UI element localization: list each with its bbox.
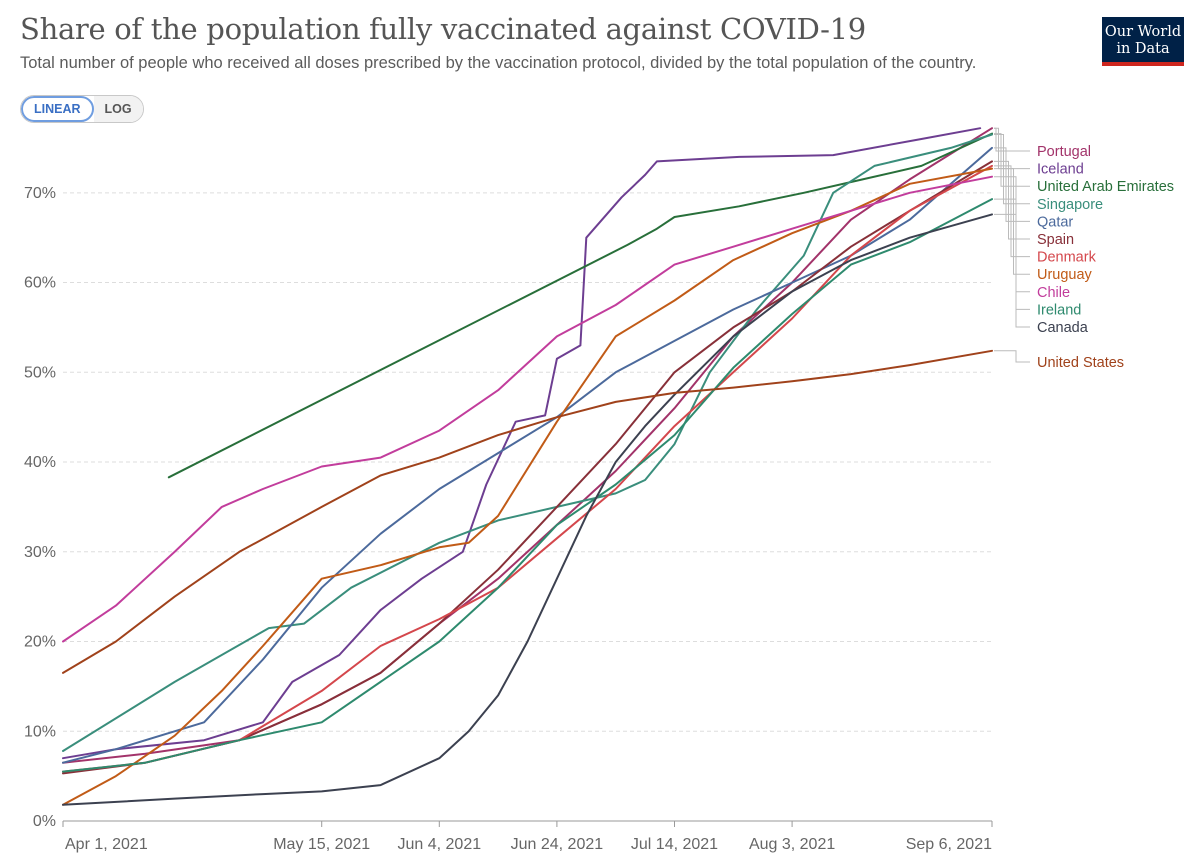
legend-item-canada[interactable]: Canada (994, 213, 1089, 336)
legend-connector (994, 350, 1030, 363)
gridlines (63, 192, 992, 822)
series-line-ireland[interactable] (62, 198, 993, 773)
y-tick-label: 60% (24, 275, 56, 292)
logo-line-2: in Data (1116, 41, 1170, 57)
series-line-chile[interactable] (62, 175, 993, 643)
legend-label: Spain (1037, 232, 1074, 248)
log-scale-button[interactable]: LOG (93, 96, 143, 122)
y-tick-label: 70% (24, 185, 56, 202)
series-line-canada[interactable] (62, 213, 993, 806)
series-line-qatar[interactable] (62, 146, 993, 764)
legend-label: Chile (1037, 285, 1070, 301)
series-lines (62, 127, 993, 806)
series-line-united-states[interactable] (62, 349, 993, 674)
legend-label: Ireland (1037, 302, 1081, 318)
series-line-singapore[interactable] (62, 133, 993, 752)
linear-scale-button[interactable]: LINEAR (21, 96, 94, 122)
legend-label: United States (1037, 355, 1124, 371)
x-tick-label: Apr 1, 2021 (65, 836, 148, 853)
series-line-iceland[interactable] (62, 127, 982, 760)
y-tick-label: 30% (24, 544, 56, 561)
x-tick-label: Aug 3, 2021 (749, 836, 835, 853)
legend-item-qatar[interactable]: Qatar (994, 147, 1073, 231)
legend-label: Qatar (1037, 214, 1073, 230)
legend-label: Singapore (1037, 197, 1103, 213)
legend-connector (994, 198, 1030, 310)
series-line-uruguay[interactable] (62, 167, 993, 806)
chart-title: Share of the population fully vaccinated… (20, 12, 866, 46)
series-line-denmark[interactable] (62, 164, 993, 773)
legend-label: Denmark (1037, 250, 1097, 266)
legend-connector (994, 133, 1030, 187)
x-axis-ticks: Apr 1, 2021 May 15, 2021 Jun 4, 2021 Jun 24… (62, 821, 993, 853)
series-line-united-arab-emirates[interactable] (167, 132, 993, 479)
y-tick-label: 20% (24, 634, 56, 651)
legend-connector (994, 134, 1030, 205)
legend-label: Iceland (1037, 162, 1084, 178)
legend-label: Uruguay (1037, 267, 1093, 283)
y-tick-label: 0% (33, 813, 56, 830)
y-tick-label: 40% (24, 454, 56, 471)
legend-connector (994, 147, 1030, 222)
legend-label: Portugal (1037, 144, 1091, 160)
legend-item-united-arab-emirates[interactable]: United Arab Emirates (994, 133, 1174, 196)
legend-label: United Arab Emirates (1037, 179, 1174, 195)
legend-connector (994, 160, 1030, 240)
series-line-portugal[interactable] (62, 127, 993, 764)
x-tick-label: May 15, 2021 (273, 836, 370, 853)
legend-item-uruguay[interactable]: Uruguay (994, 168, 1093, 284)
legend-label: Canada (1037, 320, 1089, 336)
legend-item-portugal[interactable]: Portugal (994, 127, 1091, 160)
legend-item-denmark[interactable]: Denmark (994, 165, 1097, 266)
y-tick-label: 10% (24, 723, 56, 740)
scale-toggle: LINEAR LOG (20, 95, 144, 123)
x-tick-label: Jun 24, 2021 (511, 836, 604, 853)
legend-connector (994, 168, 1030, 275)
owid-logo[interactable]: Our World in Data (1102, 17, 1184, 66)
legend-item-spain[interactable]: Spain (994, 160, 1074, 248)
x-tick-label: Jul 14, 2021 (631, 836, 718, 853)
y-tick-label: 50% (24, 364, 56, 381)
legend-item-singapore[interactable]: Singapore (994, 134, 1103, 213)
legend-connector (994, 213, 1030, 328)
logo-accent-bar (1102, 62, 1184, 66)
x-tick-label: Sep 6, 2021 (906, 836, 992, 853)
series-line-spain[interactable] (62, 160, 993, 775)
chart-subtitle: Total number of people who received all … (20, 54, 977, 72)
y-axis-ticks: 0% 10% 20% 30% 40% 50% 60% 70% (24, 185, 56, 830)
legend-connector (994, 165, 1030, 258)
x-tick-label: Jun 4, 2021 (397, 836, 481, 853)
legend-item-united-states[interactable]: United States (994, 350, 1124, 371)
logo-line-1: Our World (1104, 24, 1182, 40)
